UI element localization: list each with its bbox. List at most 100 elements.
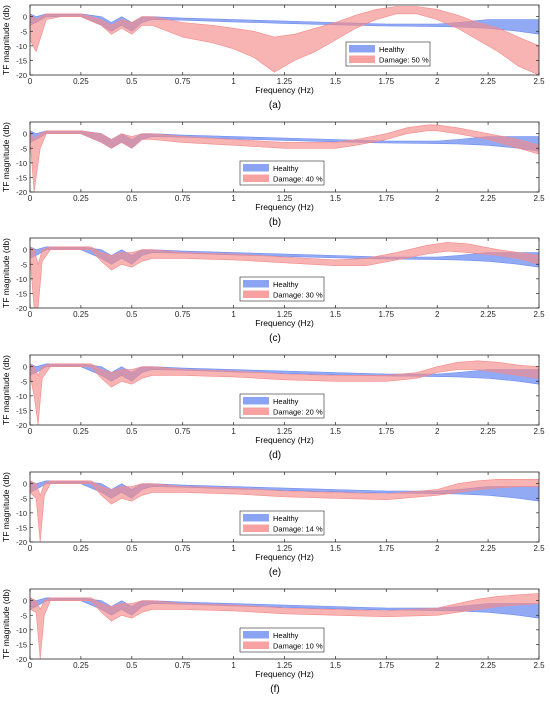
legend: Healthy Damage: 14 % [239, 510, 325, 536]
y-tick-label: -5 [20, 611, 27, 620]
y-tick-label: -20 [16, 188, 27, 197]
panel-1: 0 0.25 0.5 0.75 1 1.25 1.5 1.75 2 2.25 2.5 0 -5 -10 -1… [1, 4, 545, 111]
panel-caption: (b) [269, 217, 281, 228]
x-tick-label: 0.5 [126, 661, 138, 670]
y-tick-label: -15 [16, 173, 27, 182]
legend-label: Damage: 40 % [273, 175, 323, 184]
y-tick-label: -15 [16, 523, 27, 532]
y-tick-label: -20 [16, 304, 27, 313]
x-tick-label: 1.75 [379, 77, 395, 86]
y-tick-label: 0 [23, 363, 27, 372]
y-tick-label: 0 [23, 246, 27, 255]
y-tick-label: -20 [16, 71, 27, 80]
legend: Healthy Damage: 50 % [345, 41, 431, 67]
x-tick-label: 1.25 [277, 194, 293, 203]
x-tick-label: 0.5 [126, 194, 138, 203]
x-tick-label: 2 [435, 661, 440, 670]
x-tick-label: 2.25 [480, 544, 496, 553]
series-band-damage [30, 360, 539, 425]
x-tick-label: 2.5 [533, 194, 545, 203]
legend-label: Healthy [379, 45, 405, 54]
legend-swatch [243, 164, 269, 172]
y-tick-label: -10 [16, 42, 27, 51]
x-tick-label: 1 [231, 77, 236, 86]
x-tick-label: 0 [28, 661, 33, 670]
x-tick-label: 1.75 [379, 310, 395, 319]
legend-label: Healthy [273, 631, 299, 640]
x-tick-label: 0.75 [175, 544, 191, 553]
x-tick-label: 2.5 [533, 544, 545, 553]
y-tick-label: -20 [16, 655, 27, 664]
x-tick-label: 0.75 [175, 661, 191, 670]
x-tick-label: 0.25 [73, 77, 89, 86]
x-tick-label: 2 [435, 427, 440, 436]
y-tick-label: -15 [16, 640, 27, 649]
x-tick-label: 1 [231, 544, 236, 553]
legend-swatch [349, 45, 375, 53]
x-tick-label: 1 [231, 194, 236, 203]
x-tick-label: 2.5 [533, 310, 545, 319]
x-tick-label: 1.75 [379, 544, 395, 553]
legend-swatch [243, 290, 269, 298]
x-tick-label: 1.75 [379, 427, 395, 436]
x-tick-label: 0.75 [175, 427, 191, 436]
y-tick-label: -15 [16, 289, 27, 298]
y-axis-label: TF magnitude (db) [1, 589, 11, 659]
legend-swatch [243, 174, 269, 182]
legend-swatch [243, 524, 269, 532]
y-tick-label: 0 [23, 130, 27, 139]
panel-caption: (e) [269, 567, 281, 578]
legend-label: Damage: 14 % [273, 525, 323, 534]
y-tick-label: 0 [23, 597, 27, 606]
x-tick-label: 2.25 [480, 661, 496, 670]
y-axis-label: TF magnitude (db) [1, 122, 11, 192]
x-axis-label: Frequency (Hz) [255, 85, 314, 95]
y-tick-label: -5 [20, 27, 27, 36]
legend: Healthy Damage: 20 % [239, 393, 325, 419]
x-tick-label: 1.25 [277, 427, 293, 436]
series-band-damage [30, 6, 539, 75]
x-tick-label: 0.75 [175, 194, 191, 203]
panel-caption: (f) [270, 684, 279, 695]
y-tick-label: -20 [16, 538, 27, 547]
legend-label: Damage: 10 % [273, 642, 323, 651]
y-tick-label: -5 [20, 144, 27, 153]
series-band-damage [30, 593, 539, 659]
x-axis-label: Frequency (Hz) [255, 202, 314, 212]
x-tick-label: 0 [28, 194, 33, 203]
x-axis-label: Frequency (Hz) [255, 318, 314, 328]
legend: Healthy Damage: 40 % [239, 160, 325, 186]
x-tick-label: 2 [435, 77, 440, 86]
panel-caption: (c) [269, 333, 281, 344]
x-tick-label: 0 [28, 310, 33, 319]
y-tick-label: -10 [16, 509, 27, 518]
legend-label: Damage: 30 % [273, 291, 323, 300]
x-tick-label: 2.25 [480, 77, 496, 86]
legend-label: Healthy [273, 397, 299, 406]
x-tick-label: 0.5 [126, 77, 138, 86]
x-tick-label: 0.25 [73, 661, 89, 670]
x-axis-label: Frequency (Hz) [255, 435, 314, 445]
y-tick-label: -20 [16, 421, 27, 430]
y-tick-label: -5 [20, 377, 27, 386]
y-tick-label: 0 [23, 13, 27, 22]
series-band-damage [30, 242, 539, 308]
x-tick-label: 1 [231, 427, 236, 436]
y-tick-label: -5 [20, 494, 27, 503]
series-band-damage [30, 124, 539, 192]
legend-swatch [243, 631, 269, 639]
x-tick-label: 0.25 [73, 427, 89, 436]
y-tick-label: 0 [23, 480, 27, 489]
x-axis-label: Frequency (Hz) [255, 552, 314, 562]
x-tick-label: 0 [28, 544, 33, 553]
legend: Healthy Damage: 10 % [239, 627, 325, 653]
panel-caption: (d) [269, 450, 281, 461]
legend-label: Healthy [273, 514, 299, 523]
legend-label: Healthy [273, 164, 299, 173]
panel-caption: (a) [269, 100, 281, 111]
y-tick-label: -15 [16, 406, 27, 415]
y-axis-label: TF magnitude (db) [1, 238, 11, 308]
y-tick-label: -10 [16, 626, 27, 635]
x-tick-label: 1.5 [330, 194, 342, 203]
